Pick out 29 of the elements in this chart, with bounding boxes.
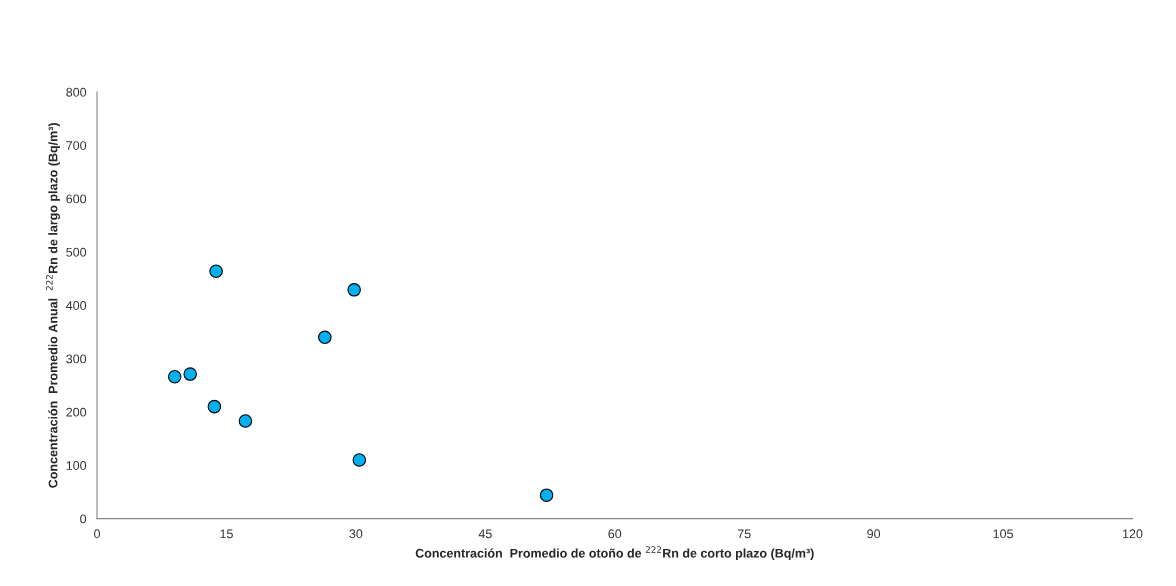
x-tick-label: 90 — [867, 529, 881, 539]
point — [352, 453, 367, 467]
y-tick-label: 700 — [66, 141, 87, 150]
point — [318, 330, 332, 345]
y-axis-title: Concentración Promedio Anual $^{222}$Rn de largo plazo (Bq/m³) — [46, 123, 60, 488]
point — [347, 283, 361, 297]
point — [539, 488, 554, 502]
x-tick-label: 0 — [94, 529, 101, 539]
y-tick-label: 200 — [66, 407, 87, 417]
point — [183, 367, 197, 381]
y-tick-label: 500 — [66, 247, 87, 257]
y-tick-label: 0 — [80, 514, 87, 524]
point — [238, 414, 253, 428]
point — [209, 264, 223, 278]
point — [167, 369, 182, 384]
x-axis-title: Concentración Promedio de otoño de $^{222}$Rn de corto plazo (Bq/m³) — [415, 546, 814, 561]
y-tick-label: 400 — [66, 301, 87, 310]
point — [207, 399, 222, 414]
y-tick-label: 600 — [66, 194, 87, 204]
y-tick-label: 800 — [66, 87, 87, 97]
y-tick-label: 100 — [66, 461, 87, 470]
y-tick-label: 300 — [66, 354, 87, 364]
x-tick-label: 45 — [478, 529, 492, 539]
x-tick-label: 30 — [349, 529, 363, 539]
x-tick-label: 120 — [1123, 529, 1143, 539]
x-tick-label: 105 — [993, 529, 1013, 539]
x-tick-label: 75 — [737, 529, 751, 539]
x-tick-label: 60 — [608, 529, 622, 539]
x-tick-label: 15 — [220, 529, 233, 539]
